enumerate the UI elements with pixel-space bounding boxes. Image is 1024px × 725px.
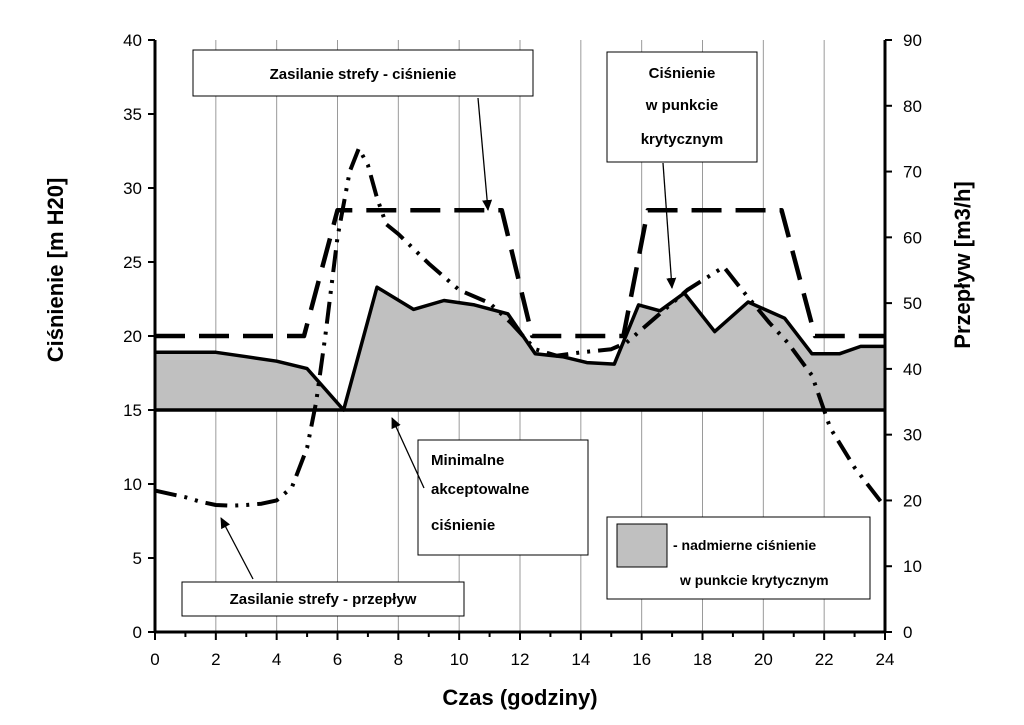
y-right-tick-label: 60 [903, 228, 922, 247]
annotation-critical-pressure-line-3: krytycznym [641, 131, 724, 148]
annotation-min-pressure-line-3: ciśnienie [431, 517, 495, 534]
x-tick-label: 18 [693, 650, 712, 669]
x-tick-label: 4 [272, 650, 281, 669]
annotation-supply-flow-text: Zasilanie strefy - przepływ [230, 591, 417, 608]
y-right-tick-label: 70 [903, 163, 922, 182]
y-right-tick-label: 10 [903, 557, 922, 576]
x-tick-label: 6 [333, 650, 342, 669]
x-tick-label: 16 [632, 650, 651, 669]
y-right-tick-label: 80 [903, 97, 922, 116]
annotation-min-pressure-line-2: akceptowalne [431, 481, 529, 498]
y-left-axis-title: Ciśnienie [m H20] [43, 178, 68, 363]
x-tick-label: 0 [150, 650, 159, 669]
annotation-min-pressure-line-1: Minimalne [431, 452, 504, 469]
x-tick-label: 22 [815, 650, 834, 669]
y-left-tick-label: 35 [123, 105, 142, 124]
y-right-axis-title: Przepływ [m3/h] [950, 181, 975, 348]
y-left-tick-label: 30 [123, 179, 142, 198]
y-left-tick-label: 25 [123, 253, 142, 272]
annotation-critical-pressure-line-2: w punkcie [645, 97, 719, 114]
annotation-min-pressure-arrow [391, 417, 425, 489]
y-left-tick-label: 0 [133, 623, 142, 642]
x-tick-label: 12 [511, 650, 530, 669]
y-left-tick-label: 10 [123, 475, 142, 494]
annotation-supply-pressure-box [192, 49, 534, 97]
x-axis-title: Czas (godziny) [442, 685, 597, 710]
annotation-supply-pressure-arrow [477, 97, 493, 211]
legend-label-line-1: - nadmierne ciśnienie [673, 537, 816, 553]
annotation-critical-pressure-arrow [662, 162, 677, 289]
y-right-tick-label: 40 [903, 360, 922, 379]
legend-label-line-2: w punkcie krytycznym [679, 572, 829, 588]
annotation-min-pressure-box [417, 439, 589, 556]
legend-swatch [616, 523, 668, 568]
x-tick-label: 10 [450, 650, 469, 669]
axes-group: 0 2 4 6 8 10 12 14 16 18 20 22 240510152025303540010… [123, 31, 922, 669]
x-tick-label: 14 [571, 650, 590, 669]
supply-flow-line [154, 146, 887, 509]
supply-pressure-line [155, 207, 885, 339]
y-right-tick-label: 50 [903, 294, 922, 313]
x-tick-label: 2 [211, 650, 220, 669]
legend: - nadmierne ciśnienie w punkcie krytyczn… [606, 516, 871, 600]
annotation-supply-flow: Zasilanie strefy - przepływ [181, 517, 465, 617]
annotation-critical-pressure: Ciśnienie w punkcie krytycznym [606, 51, 758, 289]
series-group [154, 146, 887, 509]
y-left-tick-label: 15 [123, 401, 142, 420]
y-right-tick-label: 0 [903, 623, 912, 642]
y-left-tick-label: 40 [123, 31, 142, 50]
y-left-tick-label: 5 [133, 549, 142, 568]
annotation-min-pressure: Minimalne akceptowalne ciśnienie [391, 417, 589, 556]
annotation-supply-flow-arrow [220, 517, 254, 580]
annotation-critical-pressure-box [606, 51, 758, 163]
annotation-critical-pressure-line-1: Ciśnienie [649, 65, 716, 82]
y-right-tick-label: 90 [903, 31, 922, 50]
x-tick-label: 20 [754, 650, 773, 669]
x-tick-label: 24 [876, 650, 895, 669]
annotation-supply-pressure: Zasilanie strefy - ciśnienie [192, 49, 534, 211]
annotation-supply-pressure-text: Zasilanie strefy - ciśnienie [270, 66, 457, 83]
y-left-tick-label: 20 [123, 327, 142, 346]
x-tick-label: 8 [394, 650, 403, 669]
y-right-tick-label: 20 [903, 491, 922, 510]
y-right-tick-label: 30 [903, 426, 922, 445]
annotation-supply-flow-box [181, 581, 465, 617]
